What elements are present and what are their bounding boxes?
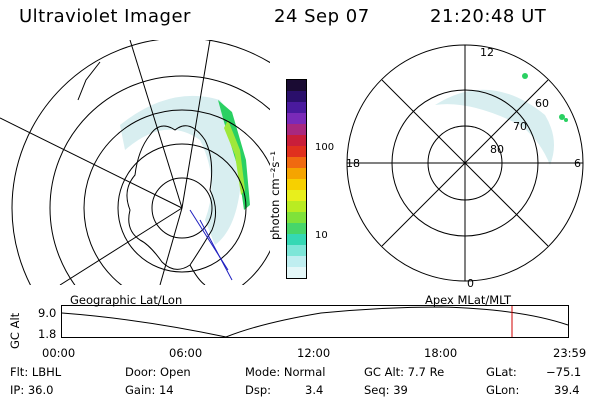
colorbar-tick-10: 10: [315, 230, 328, 241]
timeline-ytick-top: 9.0: [38, 306, 57, 320]
timeline-left-title: Geographic Lat/Lon: [70, 293, 183, 307]
colorbar-segment: [287, 168, 306, 179]
status-glat-value: −75.1: [546, 365, 582, 379]
colorbar-segment: [287, 201, 306, 212]
colorbar-segment: [287, 267, 306, 278]
colorbar-segment: [287, 146, 306, 157]
colorbar-unit-label: photon cm⁻²s⁻¹: [268, 151, 282, 240]
mlt-label-0: 0: [467, 277, 474, 290]
colorbar-segment: [287, 190, 306, 201]
colorbar-segment: [287, 124, 306, 135]
timeline-xtick-1: 06:00: [169, 346, 203, 360]
status-glon-value: 39.4: [554, 383, 580, 397]
colorbar-segment: [287, 223, 306, 234]
colorbar-segment: [287, 91, 306, 102]
timeline-plot: [61, 305, 569, 338]
status-seq: Seq: 39: [364, 383, 408, 397]
colorbar-segment: [287, 234, 306, 245]
status-gcalt: GC Alt: 7.7 Re: [364, 365, 445, 379]
colorbar-segment: [287, 212, 306, 223]
colorbar-segment: [287, 102, 306, 113]
colorbar-segment: [287, 179, 306, 190]
status-ip: IP: 36.0: [10, 383, 54, 397]
colorbar-segment: [287, 80, 306, 91]
mlat-label-80: 80: [490, 143, 504, 156]
time-label: 21:20:48 UT: [430, 6, 547, 27]
colorbar-tick-100: 100: [315, 142, 335, 153]
timeline-right-title: Apex MLat/MLT: [425, 293, 512, 307]
mlt-label-18: 18: [346, 157, 360, 170]
mlat-label-60: 60: [535, 97, 549, 110]
geographic-map: [0, 40, 270, 285]
status-gain: Gain: 14: [125, 383, 174, 397]
colorbar-segment: [287, 245, 306, 256]
mlt-label-12: 12: [480, 46, 494, 59]
instrument-title: Ultraviolet Imager: [19, 6, 191, 27]
mlat-label-70: 70: [513, 120, 527, 133]
timeline-xtick-0: 00:00: [42, 346, 76, 360]
timeline-xtick-3: 18:00: [424, 346, 458, 360]
timeline-xtick-4: 23:59: [553, 346, 587, 360]
status-door: Door: Open: [125, 365, 191, 379]
status-glat-label: GLat:: [486, 365, 517, 379]
timeline-xtick-2: 12:00: [297, 346, 331, 360]
colorbar-segment: [287, 256, 306, 267]
colorbar: [286, 79, 307, 279]
status-dsp-label: Dsp:: [245, 383, 272, 397]
colorbar-segment: [287, 113, 306, 124]
date-label: 24 Sep 07: [274, 6, 370, 27]
status-dsp-value: 3.4: [305, 383, 324, 397]
colorbar-segment: [287, 157, 306, 168]
status-glon-label: GLon:: [486, 383, 520, 397]
timeline-ytick-bottom: 1.8: [38, 327, 57, 341]
status-flt: Flt: LBHL: [10, 365, 62, 379]
polar-plot: [346, 44, 584, 282]
timeline-yaxis-label: GC Alt: [8, 312, 22, 349]
colorbar-segment: [287, 135, 306, 146]
status-mode: Mode: Normal: [245, 365, 326, 379]
mlt-label-6: 6: [574, 157, 581, 170]
